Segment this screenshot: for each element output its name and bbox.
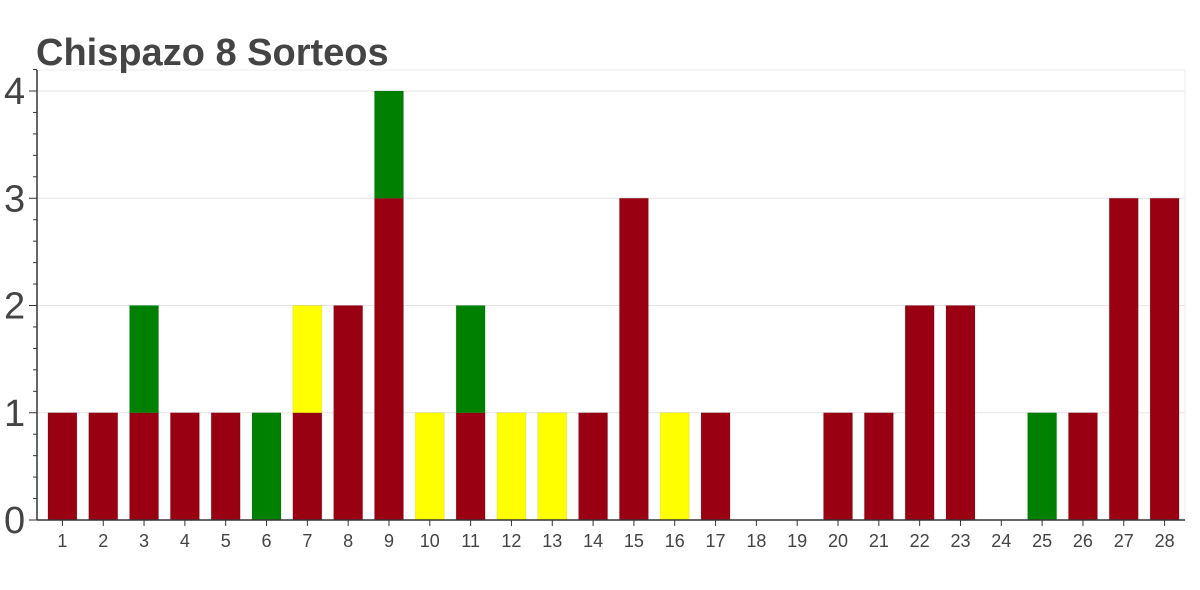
x-tick-label: 8 — [343, 531, 353, 551]
bar-28-s0 — [1149, 197, 1180, 521]
bar-9-s2 — [373, 90, 404, 199]
bar-27-s0 — [1108, 197, 1139, 521]
bar-12-s1 — [496, 412, 527, 521]
x-tick-label: 16 — [665, 531, 685, 551]
bar-1-s0 — [47, 412, 78, 521]
x-tick-label: 18 — [746, 531, 766, 551]
bar-9-s0 — [373, 197, 404, 521]
bar-8-s0 — [333, 305, 364, 521]
bar-15-s0 — [618, 197, 649, 521]
y-tick-label: 3 — [4, 178, 25, 220]
x-tick-label: 27 — [1114, 531, 1134, 551]
bar-11-s0 — [455, 412, 486, 521]
bar-2-s0 — [88, 412, 119, 521]
chart-title: Chispazo 8 Sorteos — [36, 32, 389, 74]
x-tick-label: 13 — [542, 531, 562, 551]
x-tick-label: 19 — [787, 531, 807, 551]
x-tick-label: 15 — [624, 531, 644, 551]
bar-3-s2 — [129, 305, 160, 414]
x-tick-label: 22 — [910, 531, 930, 551]
bar-21-s0 — [863, 412, 894, 521]
bar-7-s0 — [292, 412, 323, 521]
x-tick-label: 6 — [262, 531, 272, 551]
y-tick-label: 0 — [4, 500, 25, 542]
x-tick-label: 12 — [501, 531, 521, 551]
bar-10-s1 — [414, 412, 445, 521]
x-tick-label: 17 — [706, 531, 726, 551]
x-tick-label: 9 — [384, 531, 394, 551]
y-tick-label: 2 — [4, 286, 25, 328]
bar-11-s2 — [455, 305, 486, 414]
bar-17-s0 — [700, 412, 731, 521]
x-tick-label: 5 — [221, 531, 231, 551]
tick-labels: 1 2 3 4 5 6 7 8 9 10 11 12 13 14 15 16 17 18 19 20 21 22 23 24 2… — [4, 71, 1175, 551]
x-tick-label: 1 — [57, 531, 67, 551]
bar-25-s2 — [1027, 412, 1058, 521]
bar-7-s1 — [292, 305, 323, 414]
axes — [29, 69, 1185, 526]
bar-22-s0 — [904, 305, 935, 521]
x-tick-label: 14 — [583, 531, 603, 551]
x-tick-label: 10 — [420, 531, 440, 551]
bar-26-s0 — [1067, 412, 1098, 521]
x-tick-label: 21 — [869, 531, 889, 551]
bar-20-s0 — [823, 412, 854, 521]
bar-3-s0 — [129, 412, 160, 521]
x-tick-label: 11 — [461, 531, 480, 551]
bar-14-s0 — [578, 412, 609, 521]
x-tick-label: 20 — [828, 531, 848, 551]
bar-23-s0 — [945, 305, 976, 521]
bar-5-s0 — [210, 412, 241, 521]
y-tick-label: 4 — [4, 71, 25, 113]
x-tick-label: 23 — [950, 531, 970, 551]
y-tick-label: 1 — [4, 393, 25, 435]
x-tick-label: 7 — [302, 531, 312, 551]
gridlines — [36, 69, 1186, 521]
x-tick-label: 25 — [1032, 531, 1052, 551]
x-tick-label: 26 — [1073, 531, 1093, 551]
x-tick-label: 4 — [180, 531, 190, 551]
bars — [47, 90, 1180, 521]
x-tick-label: 24 — [991, 531, 1011, 551]
bar-13-s1 — [537, 412, 568, 521]
bar-16-s1 — [659, 412, 690, 521]
x-tick-label: 28 — [1155, 531, 1175, 551]
x-tick-label: 2 — [98, 531, 108, 551]
plot-frame — [36, 69, 1186, 521]
x-tick-label: 3 — [139, 531, 149, 551]
bar-6-s2 — [251, 412, 282, 521]
bar-4-s0 — [169, 412, 200, 521]
